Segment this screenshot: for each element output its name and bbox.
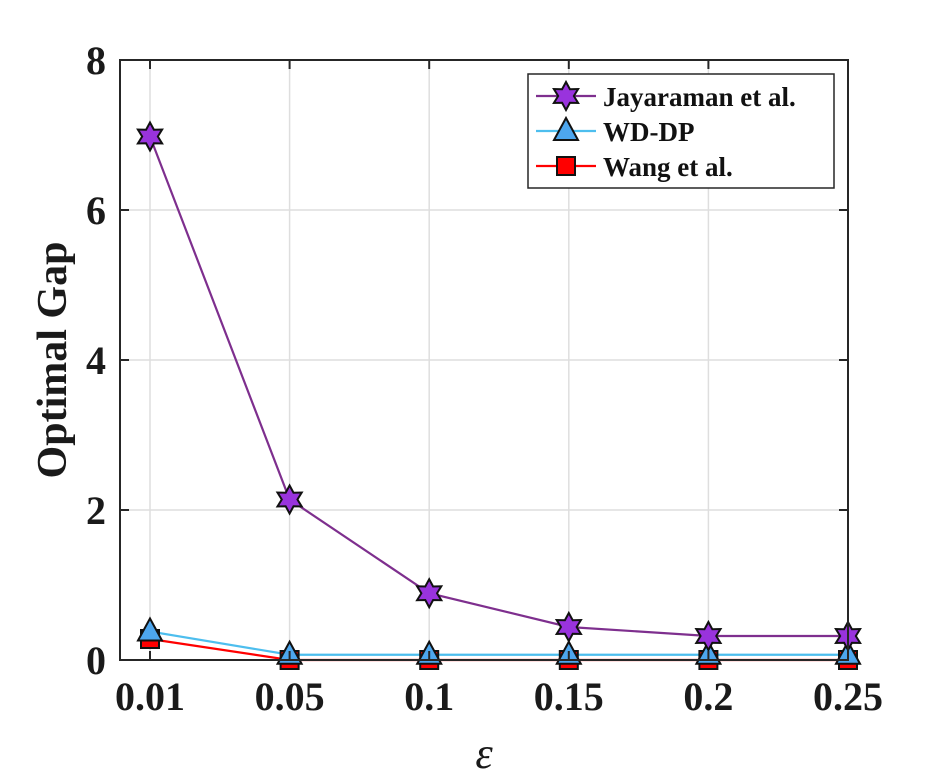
legend: Jayaraman et al. WD-DP Wang et al.: [527, 73, 835, 189]
data-point: [415, 577, 444, 610]
x-tick-label: 0.2: [683, 674, 733, 719]
y-tick-label: 8: [86, 38, 106, 83]
legend-label: Jayaraman et al.: [603, 82, 796, 112]
data-point: [136, 120, 164, 153]
x-tick-label: 0.15: [534, 674, 604, 719]
legend-marker: [552, 115, 580, 141]
y-tick-label: 0: [86, 638, 106, 683]
data-point: [694, 619, 723, 653]
data-point: [275, 483, 304, 516]
x-axis-label: ε: [475, 729, 493, 778]
legend-marker: [552, 79, 580, 113]
data-point: [136, 616, 164, 642]
series-line: [148, 136, 848, 638]
legend-label: WD-DP: [603, 117, 694, 147]
series-layer: [136, 120, 862, 670]
x-tick-label: 0.1: [404, 674, 454, 719]
legend-label: Wang et al.: [603, 152, 733, 182]
y-tick-label: 4: [86, 338, 106, 383]
y-axis-label: Optimal Gap: [30, 242, 76, 479]
y-tick-label: 2: [86, 488, 106, 533]
y-tick-label: 6: [86, 188, 106, 233]
x-tick-label: 0.25: [813, 674, 883, 719]
legend-marker: [556, 156, 576, 176]
x-tick-label: 0.05: [255, 674, 325, 719]
x-tick-label: 0.01: [115, 674, 185, 719]
series-line: [149, 630, 848, 656]
axis-ticks: 0.01 0.05 0.1 0.15 0.2 0.25 0 2 4 6 8: [86, 38, 883, 719]
data-point: [554, 610, 583, 644]
